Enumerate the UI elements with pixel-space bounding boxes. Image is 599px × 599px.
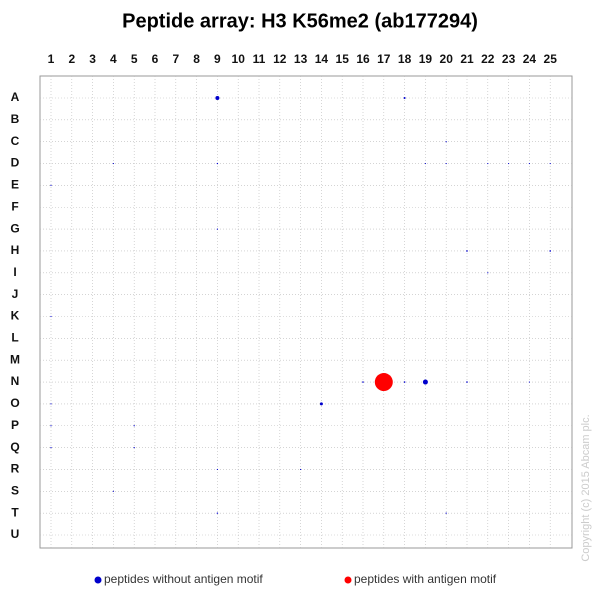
bubble [362, 381, 364, 383]
x-tick-label: 23 [502, 52, 516, 66]
y-tick-label: B [11, 112, 20, 126]
y-tick-label: J [12, 287, 19, 301]
bubble [487, 272, 489, 274]
x-tick-label: 8 [193, 52, 200, 66]
plot-frame [39, 75, 573, 549]
bubble [216, 468, 218, 471]
y-tick-label: T [11, 505, 19, 519]
y-tick-label: F [11, 199, 18, 213]
x-tick-label: 4 [110, 52, 117, 66]
bubble [445, 162, 447, 165]
bubble [50, 315, 52, 318]
x-tick-label: 21 [460, 52, 474, 66]
y-tick-label: L [11, 331, 18, 345]
bubble [508, 162, 510, 165]
x-tick-label: 18 [398, 52, 412, 66]
bubble [133, 425, 135, 427]
x-tick-label: 1 [48, 52, 55, 66]
y-tick-label: E [11, 178, 19, 192]
x-tick-label: 5 [131, 52, 138, 66]
x-tick-label: 14 [315, 52, 329, 66]
bubble [445, 512, 447, 514]
bubble [133, 447, 135, 449]
bubble [112, 490, 114, 492]
bubble [50, 184, 52, 186]
legend-label: peptides without antigen motif [104, 572, 263, 586]
bubble [528, 162, 531, 165]
y-tick-label: U [11, 527, 20, 541]
bubble [50, 447, 52, 449]
bubble [403, 381, 406, 383]
chart-title: Peptide array: H3 K56me2 (ab177294) [122, 10, 478, 32]
x-tick-label: 2 [68, 52, 75, 66]
x-tick-label: 7 [172, 52, 179, 66]
copyright: Copyright (c) 2015 Abcam plc. [580, 414, 592, 561]
bubble [422, 379, 428, 385]
y-tick-label: A [11, 90, 20, 104]
bubble [300, 468, 302, 471]
x-tick-label: 25 [544, 52, 558, 66]
bubble [487, 162, 489, 165]
bubble [216, 512, 219, 514]
bubble [403, 97, 406, 99]
x-tick-label: 11 [253, 52, 266, 66]
y-tick-label: O [10, 396, 19, 410]
bubble [216, 162, 219, 165]
x-tick-label: 19 [419, 52, 433, 66]
bubble [528, 381, 531, 383]
legend-label: peptides with antigen motif [354, 572, 497, 586]
bubble [549, 250, 551, 252]
x-tick-label: 3 [89, 52, 96, 66]
y-tick-label: R [11, 462, 20, 476]
bubble [466, 250, 468, 252]
bubble [445, 141, 447, 143]
x-tick-label: 16 [356, 52, 370, 66]
bubble [424, 162, 426, 165]
legend-marker [94, 576, 102, 584]
x-tick-label: 12 [273, 52, 287, 66]
y-tick-label: P [11, 418, 19, 432]
x-tick-label: 15 [336, 52, 350, 66]
bubble [215, 96, 220, 100]
x-tick-label: 13 [294, 52, 308, 66]
x-tick-label: 24 [523, 52, 537, 66]
y-tick-label: D [11, 156, 20, 170]
y-tick-label: I [13, 265, 16, 279]
y-tick-label: N [11, 374, 20, 388]
bubble [50, 425, 52, 427]
y-tick-label: H [11, 243, 20, 257]
bubble [112, 162, 114, 165]
x-tick-label: 17 [377, 52, 391, 66]
y-tick-label: K [11, 309, 20, 323]
bubble [216, 228, 218, 230]
legend-marker [344, 576, 352, 584]
bubble [549, 162, 551, 165]
bubble [374, 373, 393, 392]
y-tick-label: M [10, 352, 20, 366]
x-tick-label: 10 [232, 52, 246, 66]
x-tick-label: 20 [440, 52, 454, 66]
y-tick-label: S [11, 483, 19, 497]
x-tick-label: 22 [481, 52, 495, 66]
x-tick-label: 6 [152, 52, 159, 66]
bubble [50, 403, 52, 405]
y-tick-label: Q [10, 440, 19, 454]
y-tick-label: G [10, 221, 19, 235]
bubble [319, 402, 323, 406]
x-tick-label: 9 [214, 52, 221, 66]
y-tick-label: C [11, 134, 20, 148]
bubble [466, 381, 468, 383]
